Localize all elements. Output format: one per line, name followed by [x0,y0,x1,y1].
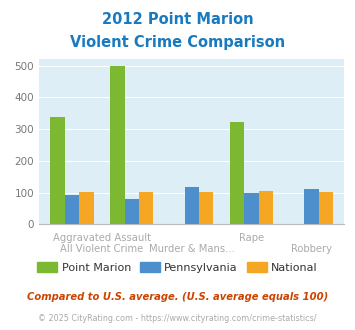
Bar [185,187,199,224]
Text: Murder & Mans...: Murder & Mans... [149,244,235,253]
Bar [65,195,79,224]
Text: © 2025 CityRating.com - https://www.cityrating.com/crime-statistics/: © 2025 CityRating.com - https://www.city… [38,314,317,323]
Text: 2012 Point Marion: 2012 Point Marion [102,12,253,26]
Text: Robbery: Robbery [291,244,332,253]
Bar [110,66,125,224]
Bar [79,192,93,224]
Bar [50,117,65,224]
Legend: Point Marion, Pennsylvania, National: Point Marion, Pennsylvania, National [33,258,322,278]
Bar [125,199,139,224]
Text: Rape: Rape [239,233,264,243]
Bar [318,192,333,224]
Bar [199,192,213,224]
Bar [244,193,259,224]
Text: Violent Crime Comparison: Violent Crime Comparison [70,35,285,50]
Bar [230,122,244,224]
Text: Compared to U.S. average. (U.S. average equals 100): Compared to U.S. average. (U.S. average … [27,292,328,302]
Text: All Violent Crime: All Violent Crime [60,244,143,253]
Text: Aggravated Assault: Aggravated Assault [53,233,151,243]
Bar [259,191,273,224]
Bar [304,188,318,224]
Bar [139,192,153,224]
